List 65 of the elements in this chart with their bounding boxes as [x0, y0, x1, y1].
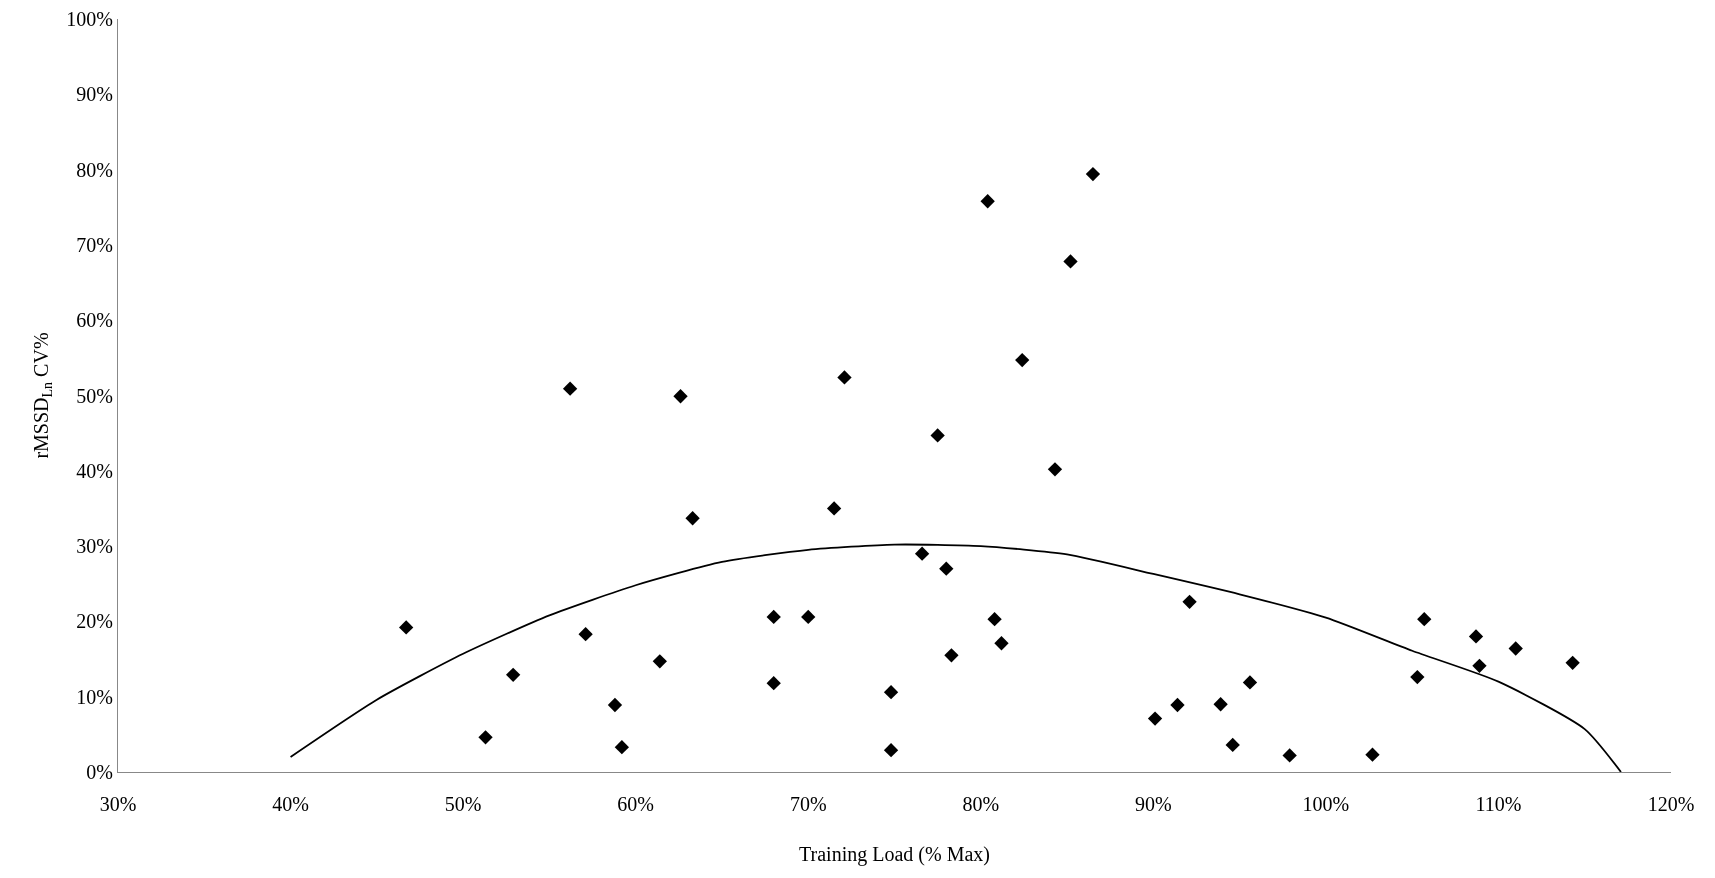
- point: [614, 740, 630, 755]
- point: [1225, 737, 1240, 753]
- y-tick-label: 20%: [76, 610, 113, 633]
- x-tick-label: 110%: [1475, 793, 1522, 815]
- point: [506, 667, 521, 683]
- x-tick-label: 50%: [444, 793, 482, 815]
- point: [1213, 697, 1228, 712]
- point: [766, 609, 781, 625]
- point: [1282, 748, 1297, 763]
- point: [1015, 352, 1030, 368]
- x-tick-label: 40%: [272, 793, 309, 815]
- point: [1417, 611, 1432, 627]
- y-tick-label: 10%: [76, 685, 113, 708]
- x-tick-label: 80%: [962, 793, 1000, 815]
- point: [883, 685, 899, 700]
- point: [1170, 697, 1185, 713]
- point: [1410, 669, 1425, 685]
- x-axis-title: Training Load (% Max): [799, 842, 990, 866]
- point: [801, 609, 816, 625]
- y-tick-label: 30%: [76, 535, 113, 558]
- point: [980, 194, 995, 209]
- point: [1085, 166, 1101, 182]
- point: [478, 730, 493, 745]
- point: [1365, 747, 1380, 762]
- x-tick-label: 100%: [1302, 793, 1350, 815]
- point: [766, 676, 781, 691]
- point: [1047, 462, 1063, 477]
- point: [1565, 655, 1580, 670]
- point: [1147, 711, 1163, 726]
- x-tick-label: 90%: [1134, 793, 1172, 815]
- x-tick-label: 60%: [617, 793, 655, 815]
- point: [673, 389, 688, 404]
- point: [914, 546, 930, 561]
- point: [987, 611, 1002, 627]
- point: [930, 428, 945, 443]
- point: [399, 620, 414, 635]
- line-series: [289, 543, 1622, 772]
- y-tick-label: 80%: [76, 158, 113, 181]
- point: [826, 501, 842, 516]
- y-tick-label: 70%: [76, 233, 113, 256]
- x-tick-label: 120%: [1647, 793, 1695, 815]
- point: [1472, 658, 1487, 673]
- y-tick-label: 0%: [86, 761, 113, 783]
- point: [994, 636, 1009, 651]
- point: [944, 648, 959, 663]
- y-tick-label: 100%: [66, 8, 113, 30]
- point: [1242, 675, 1258, 690]
- point: [1182, 594, 1197, 609]
- y-tick-label: 60%: [76, 309, 113, 332]
- point: [652, 654, 667, 669]
- point: [607, 697, 623, 713]
- point: [837, 370, 852, 385]
- point: [685, 511, 700, 526]
- y-tick-label: 40%: [76, 459, 113, 482]
- point: [883, 743, 899, 758]
- point: [562, 381, 578, 396]
- point: [578, 627, 593, 642]
- y-tick-label: 50%: [76, 384, 113, 407]
- x-tick-label: 70%: [789, 793, 827, 815]
- point: [1063, 254, 1078, 269]
- point: [1468, 629, 1484, 644]
- point: [939, 561, 954, 576]
- point: [1508, 641, 1523, 656]
- y-tick-label: 90%: [76, 83, 113, 106]
- x-tick-label: 30%: [99, 793, 137, 815]
